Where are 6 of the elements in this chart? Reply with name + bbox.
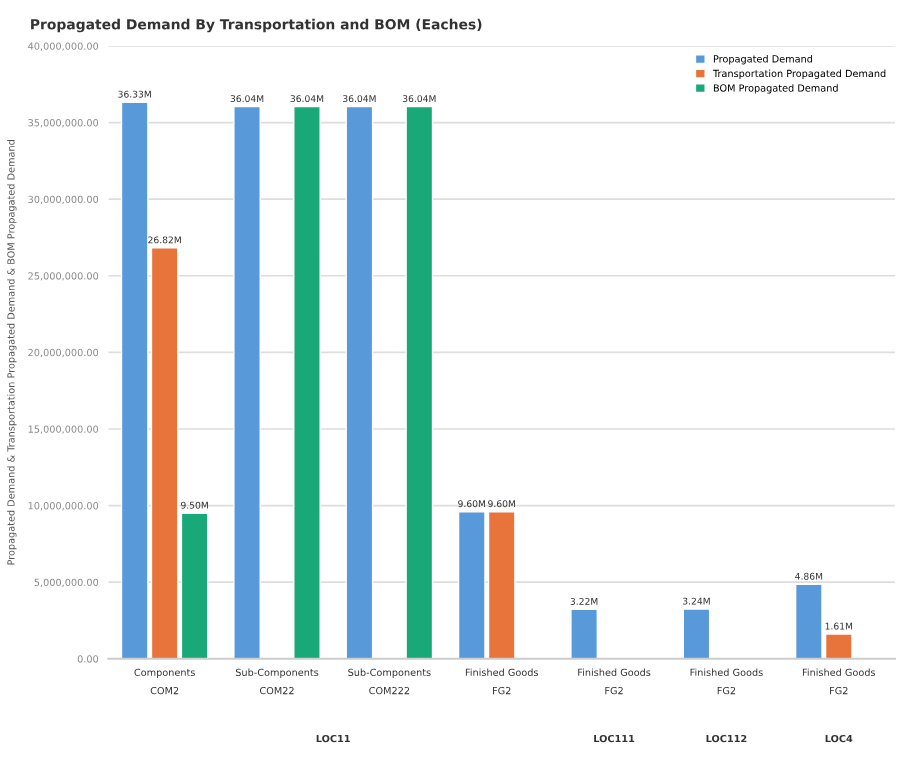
bar	[345, 105, 374, 659]
bar	[233, 105, 261, 659]
bar	[570, 608, 598, 659]
bar	[682, 608, 711, 659]
bar	[405, 105, 434, 659]
bar	[293, 105, 321, 659]
